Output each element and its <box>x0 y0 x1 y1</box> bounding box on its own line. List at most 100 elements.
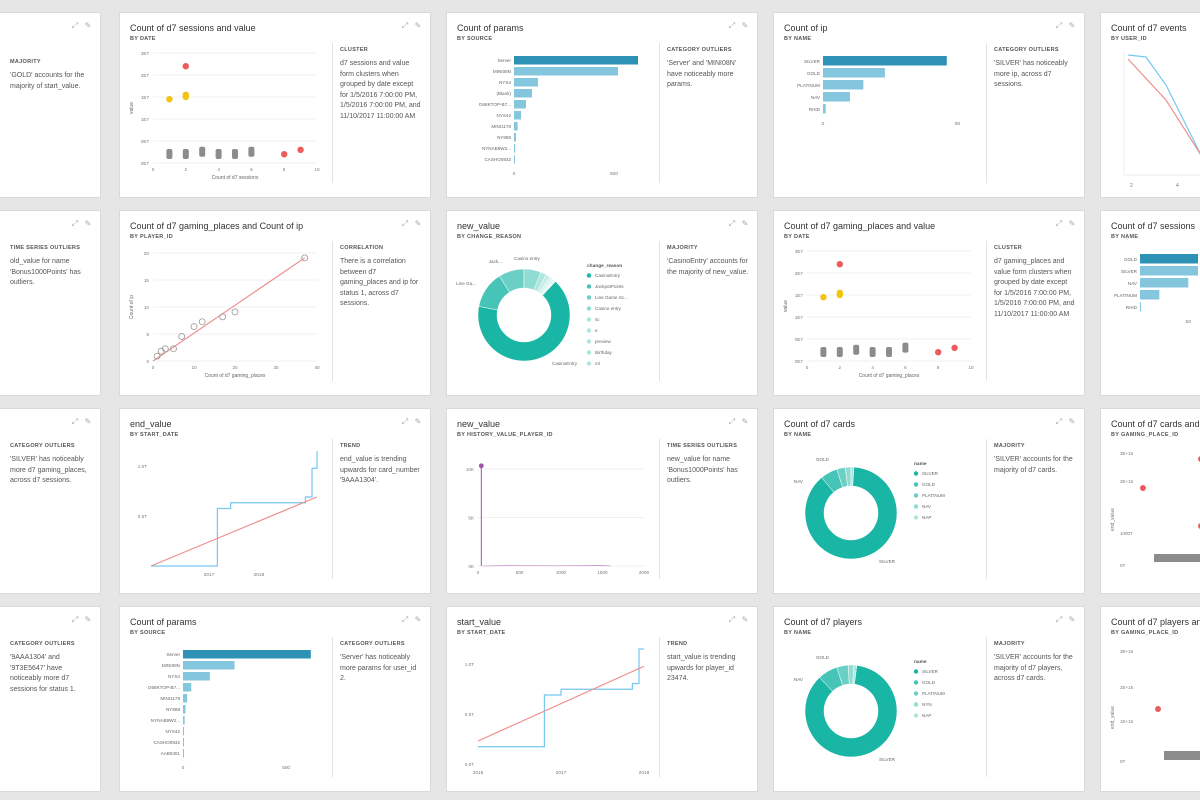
card-gaming-places-and-value[interactable]: Count of d7 gaming_places and value BY D… <box>774 211 1084 395</box>
bar <box>1140 278 1189 288</box>
data-point <box>190 323 198 331</box>
pin-icon[interactable]: ✎ <box>414 615 422 624</box>
insight-card-category-outliers-gaming-places[interactable]: ⤢ ✎ CATEGORY OUTLIERS 'SILVER' has notice… <box>0 409 100 593</box>
pin-icon[interactable]: ✎ <box>414 219 422 228</box>
y-tick-label: 15 <box>144 278 150 283</box>
card-start-value[interactable]: start_value BY START_DATE ⤢ ✎ 1.0T 0.5T 0.0… <box>447 607 757 791</box>
pin-icon[interactable]: ✎ <box>84 219 92 228</box>
expand-icon[interactable]: ⤢ <box>71 615 79 624</box>
expand-icon[interactable]: ⤢ <box>1055 417 1063 426</box>
bar <box>183 738 184 747</box>
pin-icon[interactable]: ✎ <box>84 417 92 426</box>
y-tick-label: 3E+15 <box>1120 649 1134 654</box>
card-count-of-ip[interactable]: Count of ip BY NAME ⤢ ✎ SILVER GOLD PLATINU… <box>774 13 1084 197</box>
pin-icon[interactable]: ✎ <box>741 219 749 228</box>
card-count-of-params-user[interactable]: Count of params BY SOURCE ⤢ ✎ Server MINI0… <box>120 607 430 791</box>
pin-icon[interactable]: ✎ <box>741 21 749 30</box>
pin-icon[interactable]: ✎ <box>1068 21 1076 30</box>
legend-label: Casino entry <box>595 306 621 311</box>
card-count-of-d7-sessions[interactable]: Count of d7 sessions BY NAME GOLD SILVER N… <box>1101 211 1200 395</box>
expand-icon[interactable]: ⤢ <box>401 21 409 30</box>
pin-icon[interactable]: ✎ <box>1068 219 1076 228</box>
expand-icon[interactable]: ⤢ <box>401 615 409 624</box>
pin-icon[interactable]: ✎ <box>84 21 92 30</box>
data-point-cluster <box>248 146 255 157</box>
x-tick-label: 4 <box>217 167 220 172</box>
expand-icon[interactable]: ⤢ <box>1055 219 1063 228</box>
y-tick-label: 3E7 <box>795 249 804 254</box>
card-new-value-by-history[interactable]: new_value BY HISTORY_VALUE_PLAYER_ID ⤢ ✎ … <box>447 409 757 593</box>
card-count-of-d7-cards[interactable]: Count of d7 cards BY NAME ⤢ ✎ SILVER GOLD N… <box>774 409 1084 593</box>
card-gaming-places-and-ip[interactable]: Count of d7 gaming_places and Count of i… <box>120 211 430 395</box>
pin-icon[interactable]: ✎ <box>84 615 92 624</box>
card-new-value-by-change-reason[interactable]: new_value BY CHANGE_REASON ⤢ ✎ CasinoEntr… <box>447 211 757 395</box>
expand-icon[interactable]: ⤢ <box>401 417 409 426</box>
pin-icon[interactable]: ✎ <box>741 417 749 426</box>
insight-heading: CLUSTER <box>994 245 1023 251</box>
insight-card-category-outliers-d7-sessions[interactable]: ⤢ ✎ CATEGORY OUTLIERS '9AAA1304' and '9T3… <box>0 607 100 791</box>
insight-card-majority-start-value[interactable]: ⤢ ✎ MAJORITY 'GOLD' accounts for the majo… <box>0 13 100 197</box>
insight-heading: TREND <box>667 641 688 647</box>
card-title: Count of params <box>130 617 197 627</box>
insight-text: 'Server' has noticeably more params for … <box>340 654 417 682</box>
x-tick-label: 0 <box>477 570 480 575</box>
slice-callout-label: SILVER <box>879 559 896 564</box>
expand-icon[interactable]: ⤢ <box>728 21 736 30</box>
card-count-of-d7-players[interactable]: Count of d7 players BY NAME ⤢ ✎ SILVER GOL… <box>774 607 1084 791</box>
pin-icon[interactable]: ✎ <box>1068 417 1076 426</box>
card-count-of-d7-events[interactable]: Count of d7 events BY USER_ID 2 4 <box>1101 13 1200 197</box>
card-count-of-params[interactable]: Count of params BY SOURCE ⤢ ✎ Server MINI0… <box>447 13 757 197</box>
legend-label: GOLD <box>922 680 936 685</box>
card-d7-cards-and-end-value[interactable]: Count of d7 cards and end_value BY GAMIN… <box>1101 409 1200 593</box>
line-chart: 1.0T 0.5T 0.0T 2016 2017 2018 <box>465 648 650 776</box>
expand-icon[interactable]: ⤢ <box>1055 21 1063 30</box>
donut-slice <box>477 281 571 362</box>
bar-category-label: MINI08N <box>162 663 180 668</box>
slice-callout-label: NAV <box>794 479 804 484</box>
bar-category-label: SILVER <box>804 59 821 64</box>
expand-icon[interactable]: ⤢ <box>1055 615 1063 624</box>
legend-label: GOLD <box>922 482 936 487</box>
series-line <box>482 564 611 567</box>
expand-icon[interactable]: ⤢ <box>728 615 736 624</box>
card-subtitle: BY CHANGE_REASON <box>457 234 522 240</box>
data-point <box>820 294 827 301</box>
expand-icon[interactable]: ⤢ <box>728 417 736 426</box>
pin-icon[interactable]: ✎ <box>414 21 422 30</box>
bar-category-label: NYS42 <box>165 729 180 734</box>
x-tick-label: 6 <box>904 365 907 370</box>
bar <box>183 705 186 714</box>
pin-icon[interactable]: ✎ <box>741 615 749 624</box>
card-subtitle: BY USER_ID <box>1111 36 1147 42</box>
expand-icon[interactable]: ⤢ <box>71 21 79 30</box>
x-tick-label: 10 <box>968 365 974 370</box>
slice-callout-label: NAV <box>794 677 804 682</box>
expand-icon[interactable]: ⤢ <box>401 219 409 228</box>
x-tick-label: 8 <box>283 167 286 172</box>
line-chart: 10K 5K 0K0 500 1000 1500 2000 <box>466 463 650 575</box>
x-tick-label: 30 <box>273 365 279 370</box>
x-tick-label: 1500 <box>597 570 608 575</box>
bar-category-label: NYNAB9W2... <box>482 146 511 151</box>
card-subtitle: BY NAME <box>784 630 812 636</box>
expand-icon[interactable]: ⤢ <box>728 219 736 228</box>
y-tick-label: 1E+15 <box>1120 719 1134 724</box>
card-subtitle: BY HISTORY_VALUE_PLAYER_ID <box>457 432 553 438</box>
insight-text: old_value for name 'Bonus1000Points' has… <box>10 258 81 286</box>
x-tick-label: 2 <box>185 167 188 172</box>
insight-text: There is a correlation between d7 gaming… <box>340 258 419 307</box>
expand-icon[interactable]: ⤢ <box>71 219 79 228</box>
pin-icon[interactable]: ✎ <box>1068 615 1076 624</box>
x-tick-label: 2016 <box>473 770 484 776</box>
card-subtitle: BY DATE <box>784 234 810 240</box>
scatter-chart: end_value 3E+15 2E+15 1E+15 0T <box>1110 649 1200 764</box>
card-end-value[interactable]: end_value BY START_DATE ⤢ ✎ 1.0T 0.5T 2017 2… <box>120 409 430 593</box>
series-line <box>1127 54 1200 155</box>
trend-line <box>477 665 645 742</box>
pin-icon[interactable]: ✎ <box>414 417 422 426</box>
card-d7-players-and-end-value[interactable]: Count of d7 players and end_value BY GAM… <box>1101 607 1200 791</box>
expand-icon[interactable]: ⤢ <box>71 417 79 426</box>
card-d7-sessions-and-value[interactable]: Count of d7 sessions and value BY DATE ⤢… <box>120 13 430 197</box>
card-title: Count of d7 sessions and value <box>130 23 256 33</box>
insight-card-time-series-outliers[interactable]: ⤢ ✎ TIME SERIES OUTLIERS old_value for na… <box>0 211 100 395</box>
